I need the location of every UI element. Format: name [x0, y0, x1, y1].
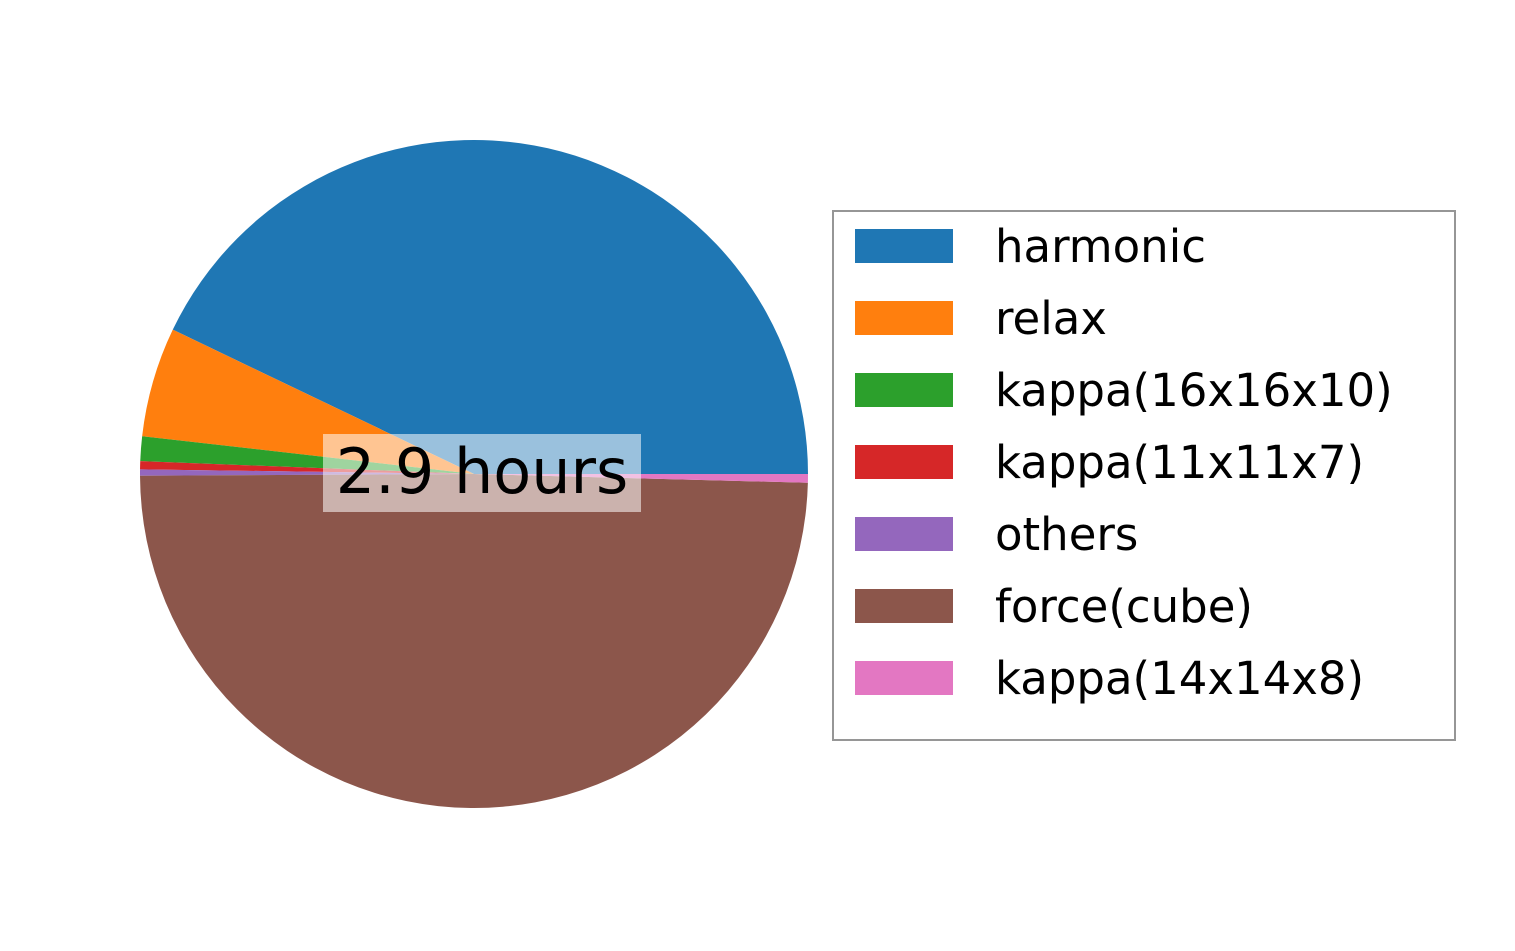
legend-item[interactable]: harmonic — [855, 224, 1206, 269]
legend-item[interactable]: relax — [855, 296, 1107, 341]
pie-slice-forcecube[interactable] — [140, 474, 808, 809]
legend-item-label: force(cube) — [995, 579, 1253, 633]
legend-item-label: relax — [995, 291, 1107, 345]
legend-item-label: kappa(16x16x10) — [995, 363, 1393, 417]
legend-item[interactable]: force(cube) — [855, 584, 1253, 629]
legend-swatch-icon — [855, 229, 953, 263]
legend-item[interactable]: kappa(11x11x7) — [855, 440, 1364, 485]
legend-item-label: harmonic — [995, 219, 1206, 273]
legend-box: harmonic relax kappa(16x16x10) kappa(11x11x… — [832, 210, 1456, 741]
legend-item-label: others — [995, 507, 1139, 561]
pie-slice-harmonic[interactable] — [172, 139, 809, 475]
pie-slice-group — [140, 139, 809, 809]
legend-swatch-icon — [855, 301, 953, 335]
legend-item-label: kappa(11x11x7) — [995, 435, 1365, 489]
legend-swatch-icon — [855, 445, 953, 479]
legend-item-label: kappa(14x14x8) — [995, 651, 1365, 705]
legend-swatch-icon — [855, 517, 953, 551]
legend-swatch-icon — [855, 373, 953, 407]
legend-item[interactable]: kappa(14x14x8) — [855, 656, 1364, 701]
legend-item[interactable]: others — [855, 512, 1138, 557]
legend-item[interactable]: kappa(16x16x10) — [855, 368, 1393, 413]
legend-swatch-icon — [855, 589, 953, 623]
legend-swatch-icon — [855, 661, 953, 695]
